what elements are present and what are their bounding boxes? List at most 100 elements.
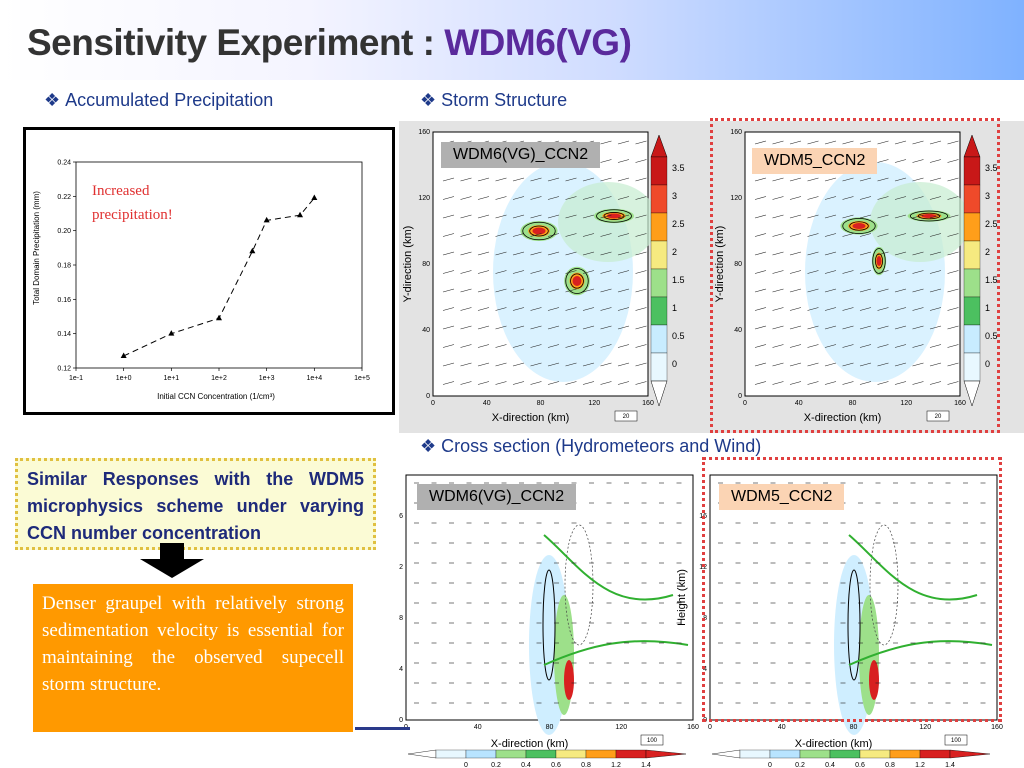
wind-vector bbox=[617, 159, 630, 163]
hbar-label: 0.4 bbox=[825, 762, 835, 768]
precip-ytick-label: 0.24 bbox=[57, 160, 71, 167]
wind-vector bbox=[512, 288, 525, 293]
wind-vector bbox=[912, 233, 924, 237]
wind-vector bbox=[460, 233, 472, 237]
wind-vector bbox=[807, 270, 819, 274]
wind-vector bbox=[442, 177, 455, 182]
hbar-right bbox=[645, 749, 687, 759]
cross-xtick-label: 160 bbox=[991, 724, 1003, 731]
wind-vector bbox=[912, 288, 924, 293]
section-storm: ❖ Storm Structure bbox=[420, 90, 567, 111]
storm-contour bbox=[603, 212, 625, 220]
wind-vector bbox=[442, 344, 455, 348]
wind-vector bbox=[912, 251, 924, 256]
wind-vector bbox=[877, 177, 889, 182]
wind-vector bbox=[512, 362, 525, 367]
precip-point bbox=[263, 216, 270, 223]
storm-contour bbox=[875, 253, 883, 269]
colorbar-segment bbox=[650, 268, 668, 298]
wind-vector bbox=[929, 381, 942, 385]
wind-vector bbox=[754, 325, 767, 330]
precip-chart: Total Domain Precipitation (mm) Initial … bbox=[32, 160, 370, 402]
wind-vector bbox=[582, 307, 595, 311]
wind-vector bbox=[512, 270, 525, 274]
wind-vector bbox=[617, 362, 630, 367]
wind-vector bbox=[877, 362, 889, 367]
bullet-icon: ❖ bbox=[420, 436, 437, 456]
wind-vector bbox=[789, 196, 802, 200]
cross-xtick-label: 160 bbox=[687, 724, 699, 731]
freezing-level-line bbox=[848, 534, 978, 601]
precip-ytick-label: 0.16 bbox=[57, 297, 71, 304]
wind-vector bbox=[894, 344, 907, 348]
hbar-right bbox=[949, 749, 991, 759]
wind-vector bbox=[894, 325, 907, 330]
wind-vector bbox=[772, 381, 784, 385]
cross-ytick-label: 16 bbox=[399, 513, 403, 520]
down-arrow-icon bbox=[140, 543, 204, 578]
wind-vector bbox=[929, 307, 942, 311]
precip-point bbox=[216, 314, 222, 321]
wind-vector bbox=[477, 251, 490, 256]
wind-vector bbox=[807, 362, 819, 367]
cross-contour bbox=[564, 524, 594, 646]
precip-ytick-label: 0.14 bbox=[57, 331, 71, 338]
cross-ytick-label: 12 bbox=[399, 564, 403, 571]
wind-vector bbox=[635, 251, 647, 256]
wind-vector bbox=[824, 140, 837, 145]
wind-vector bbox=[460, 214, 472, 219]
hbar-segment bbox=[799, 749, 831, 759]
wind-vector bbox=[842, 233, 854, 237]
hbar-segment bbox=[555, 749, 587, 759]
wind-vector bbox=[859, 140, 872, 145]
wind-vector bbox=[947, 177, 959, 182]
wind-vector bbox=[635, 362, 647, 367]
wind-vector bbox=[929, 159, 942, 163]
conclusion-box: Denser graupel with relatively strong se… bbox=[33, 584, 353, 732]
wind-vector bbox=[512, 381, 525, 385]
wind-vector bbox=[600, 233, 612, 237]
wind-vector bbox=[894, 140, 907, 145]
wind-vector bbox=[442, 325, 455, 330]
wind-vector bbox=[877, 381, 889, 385]
wind-vector bbox=[807, 251, 819, 256]
hbar-segment bbox=[615, 749, 647, 759]
wind-vector bbox=[460, 325, 472, 330]
wind-vector bbox=[789, 325, 802, 330]
storm-xtick-label: 40 bbox=[795, 400, 803, 407]
wind-vector bbox=[600, 344, 612, 348]
wind-vector bbox=[600, 270, 612, 274]
colorbar-segment bbox=[650, 156, 668, 186]
wind-vector bbox=[894, 307, 907, 311]
colorbar-label: 1.5 bbox=[985, 275, 998, 285]
wind-vector bbox=[635, 270, 647, 274]
wind-vector bbox=[824, 381, 837, 385]
vector-scale-box bbox=[944, 734, 968, 746]
vector-scale-label: 100 bbox=[647, 738, 658, 744]
precip-xtick-label: 1e+0 bbox=[116, 375, 132, 382]
wind-vector bbox=[859, 288, 872, 293]
colorbar-label: 3 bbox=[672, 191, 677, 201]
wind-vector bbox=[600, 307, 612, 311]
wind-vector bbox=[807, 140, 819, 145]
precip-annotation-1: Increased bbox=[92, 183, 150, 199]
wind-vector bbox=[912, 177, 924, 182]
wind-vector bbox=[929, 177, 942, 182]
wind-vector bbox=[442, 270, 455, 274]
wind-vector bbox=[460, 196, 472, 200]
storm-contour bbox=[842, 218, 876, 234]
precip-xtick-label: 1e+5 bbox=[354, 375, 370, 382]
wind-vector bbox=[565, 270, 577, 274]
vector-scale-label: 100 bbox=[951, 738, 962, 744]
wind-vector bbox=[877, 140, 889, 145]
wind-vector bbox=[824, 288, 837, 293]
wind-vector bbox=[807, 344, 819, 348]
wind-vector bbox=[877, 233, 889, 237]
wind-vector bbox=[807, 196, 819, 200]
wind-vector bbox=[512, 344, 525, 348]
wind-vector bbox=[495, 344, 507, 348]
colorbar-segment bbox=[650, 184, 668, 214]
wind-vector bbox=[495, 251, 507, 256]
cross-ytick-label: 0 bbox=[399, 717, 403, 724]
colorbar-segment bbox=[650, 212, 668, 242]
